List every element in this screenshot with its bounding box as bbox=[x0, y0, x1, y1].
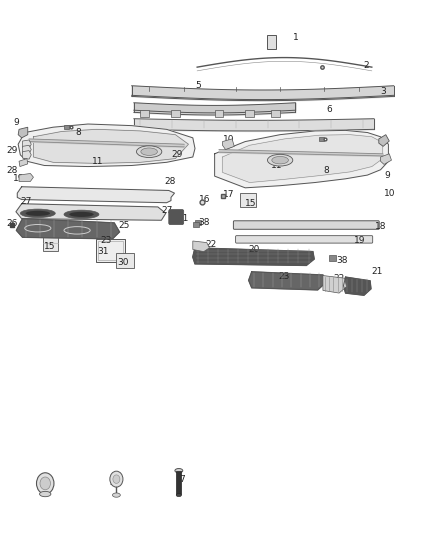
Polygon shape bbox=[19, 159, 28, 166]
Ellipse shape bbox=[25, 211, 50, 216]
Text: 2: 2 bbox=[363, 61, 369, 70]
FancyBboxPatch shape bbox=[169, 209, 184, 224]
Circle shape bbox=[113, 475, 120, 483]
Bar bbox=[318, 137, 324, 141]
Text: 6: 6 bbox=[326, 105, 332, 114]
Polygon shape bbox=[215, 131, 389, 188]
Text: 21: 21 bbox=[371, 268, 382, 276]
Text: 11: 11 bbox=[92, 157, 104, 166]
Ellipse shape bbox=[268, 155, 293, 166]
Text: 8: 8 bbox=[75, 128, 81, 137]
Polygon shape bbox=[22, 140, 31, 149]
Polygon shape bbox=[193, 248, 314, 265]
Text: 19: 19 bbox=[13, 174, 25, 183]
Polygon shape bbox=[18, 127, 28, 138]
Text: 34: 34 bbox=[36, 478, 48, 486]
Text: 38: 38 bbox=[336, 256, 347, 264]
Text: 38: 38 bbox=[198, 219, 209, 228]
Text: 11: 11 bbox=[271, 161, 282, 170]
Bar bbox=[98, 241, 123, 260]
Ellipse shape bbox=[113, 493, 120, 497]
Text: 15: 15 bbox=[245, 199, 257, 208]
Text: 28: 28 bbox=[6, 166, 18, 175]
Text: 23: 23 bbox=[278, 272, 290, 280]
Bar bbox=[329, 255, 336, 261]
Polygon shape bbox=[223, 139, 234, 150]
Bar bbox=[195, 220, 201, 225]
Bar bbox=[141, 110, 149, 117]
Polygon shape bbox=[267, 35, 276, 49]
Text: 28: 28 bbox=[164, 177, 176, 186]
Text: 18: 18 bbox=[375, 222, 387, 231]
Bar bbox=[96, 239, 125, 262]
Ellipse shape bbox=[137, 146, 162, 158]
Text: 31: 31 bbox=[98, 247, 109, 256]
Bar bbox=[272, 110, 280, 117]
Text: 23: 23 bbox=[100, 237, 112, 246]
Ellipse shape bbox=[69, 212, 94, 217]
Text: 24: 24 bbox=[109, 478, 120, 487]
Bar bbox=[42, 236, 58, 251]
Bar bbox=[215, 110, 223, 117]
Polygon shape bbox=[22, 151, 31, 159]
Text: 21: 21 bbox=[177, 214, 189, 223]
Ellipse shape bbox=[176, 494, 181, 497]
Polygon shape bbox=[22, 146, 31, 154]
Text: 27: 27 bbox=[161, 206, 173, 215]
Polygon shape bbox=[18, 124, 195, 166]
Text: 16: 16 bbox=[199, 195, 211, 204]
FancyBboxPatch shape bbox=[236, 236, 373, 243]
Polygon shape bbox=[193, 241, 209, 252]
Circle shape bbox=[40, 477, 50, 490]
Text: 1: 1 bbox=[293, 34, 299, 43]
Text: 5: 5 bbox=[195, 81, 201, 90]
Polygon shape bbox=[223, 135, 383, 182]
Text: 9: 9 bbox=[384, 171, 390, 180]
Ellipse shape bbox=[39, 491, 51, 497]
Bar bbox=[171, 110, 180, 117]
Polygon shape bbox=[17, 187, 174, 203]
Ellipse shape bbox=[20, 209, 55, 217]
Polygon shape bbox=[16, 219, 120, 239]
Polygon shape bbox=[19, 173, 33, 181]
Polygon shape bbox=[381, 154, 392, 165]
Text: 17: 17 bbox=[223, 190, 234, 199]
Polygon shape bbox=[16, 204, 166, 220]
Bar bbox=[240, 193, 256, 207]
Text: 15: 15 bbox=[44, 242, 56, 251]
Bar bbox=[193, 222, 199, 227]
Ellipse shape bbox=[64, 210, 99, 219]
Text: 8: 8 bbox=[324, 166, 329, 175]
Polygon shape bbox=[343, 277, 371, 295]
Text: 29: 29 bbox=[6, 146, 18, 155]
Polygon shape bbox=[379, 135, 389, 147]
Ellipse shape bbox=[272, 157, 288, 164]
Text: 7: 7 bbox=[179, 475, 184, 483]
Text: 22: 22 bbox=[205, 240, 216, 249]
Text: 20: 20 bbox=[249, 245, 260, 254]
Text: 25: 25 bbox=[119, 221, 130, 230]
Bar bbox=[117, 253, 134, 268]
Text: 3: 3 bbox=[381, 86, 386, 95]
Polygon shape bbox=[249, 272, 325, 290]
Bar bbox=[245, 110, 254, 117]
Text: 30: 30 bbox=[118, 258, 129, 266]
Bar bbox=[64, 125, 69, 130]
Circle shape bbox=[110, 471, 123, 487]
Text: 26: 26 bbox=[6, 220, 18, 229]
Ellipse shape bbox=[175, 469, 183, 473]
Text: 10: 10 bbox=[384, 189, 396, 198]
Circle shape bbox=[36, 473, 54, 494]
Ellipse shape bbox=[141, 148, 157, 156]
Text: 19: 19 bbox=[353, 237, 365, 246]
Text: 9: 9 bbox=[13, 118, 19, 127]
Polygon shape bbox=[323, 276, 346, 293]
FancyBboxPatch shape bbox=[233, 221, 379, 229]
Bar bbox=[176, 471, 181, 494]
Polygon shape bbox=[33, 130, 188, 164]
Text: 10: 10 bbox=[223, 135, 235, 144]
Text: 22: 22 bbox=[333, 273, 345, 282]
Text: 27: 27 bbox=[20, 197, 32, 206]
Text: 29: 29 bbox=[172, 150, 183, 159]
